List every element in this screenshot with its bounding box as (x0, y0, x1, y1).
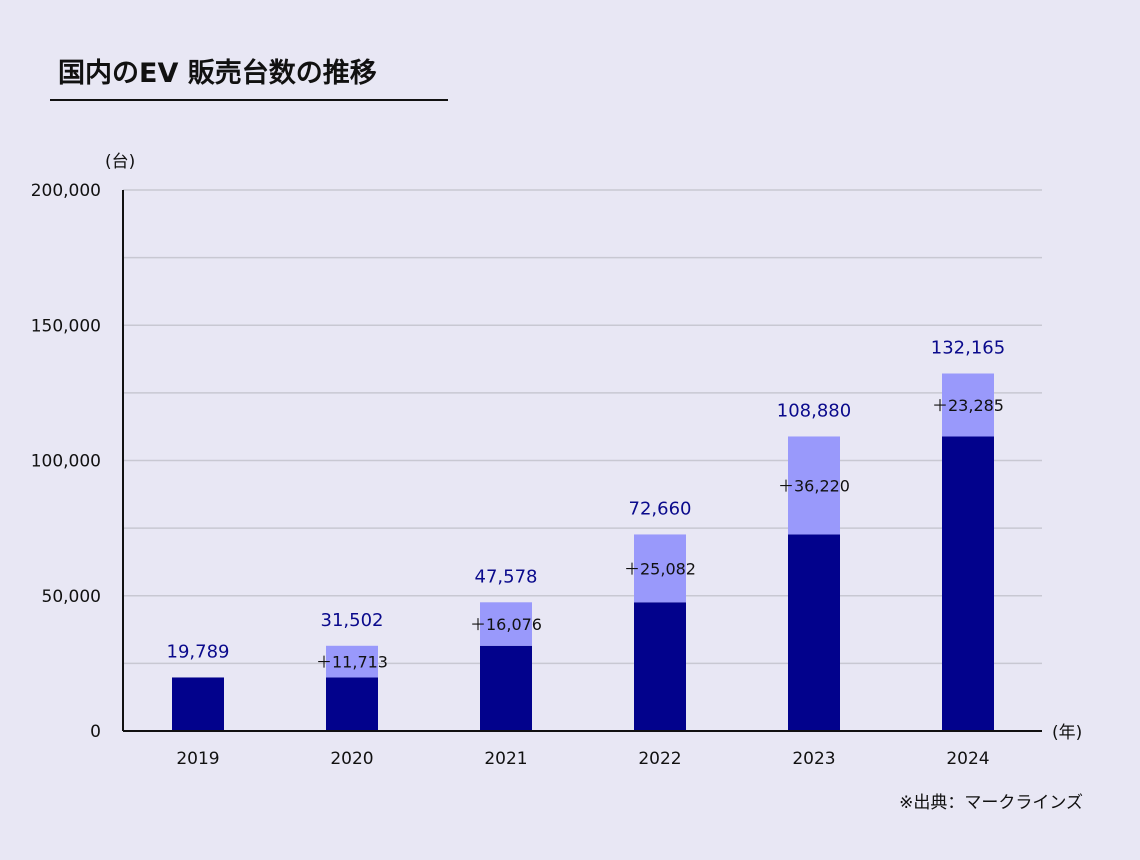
y-tick-label: 100,000 (31, 452, 101, 472)
bar-increase (480, 602, 532, 646)
increase-label: ＋36,220 (778, 476, 850, 495)
total-label: 19,789 (167, 641, 230, 662)
x-tick-label: 2021 (484, 749, 527, 769)
bar-base (942, 436, 994, 731)
source-note: ※出典：マークラインズ (899, 793, 1083, 813)
y-tick-label: 0 (90, 722, 101, 742)
y-tick-label: 150,000 (31, 316, 101, 336)
bar-base (480, 645, 532, 731)
total-label: 47,578 (475, 566, 538, 587)
grid-lines (123, 189, 1042, 665)
bar-base (634, 602, 686, 731)
bar-base (326, 677, 378, 731)
bars (172, 373, 994, 731)
bar-increase (634, 534, 686, 603)
y-tick-label: 200,000 (31, 181, 101, 201)
increase-label: ＋23,285 (932, 396, 1004, 415)
total-label: 108,880 (777, 400, 851, 421)
x-axis-unit: (年) (1052, 723, 1082, 743)
increase-label: ＋25,082 (624, 559, 696, 578)
x-tick-label: 2024 (946, 749, 989, 769)
total-label: 31,502 (321, 610, 384, 631)
bar-base (172, 677, 224, 731)
bar-increase (326, 645, 378, 678)
y-tick-label: 50,000 (42, 587, 101, 607)
increase-label: ＋11,713 (316, 653, 388, 672)
x-tick-label: 2022 (638, 749, 681, 769)
axes: 0 50,000 100,000 150,000 200,000 2019 2020 2021… (31, 181, 1042, 769)
data-labels: 19,789 ＋11,713 31,502 ＋16,076 47,578 ＋25,082 7… (167, 337, 1006, 671)
bar-increase (788, 436, 840, 535)
x-tick-label: 2023 (792, 749, 835, 769)
bar-base (788, 534, 840, 731)
increase-label: ＋16,076 (470, 615, 542, 634)
x-tick-label: 2019 (176, 749, 219, 769)
y-axis-unit: (台) (105, 152, 135, 172)
bar-increase (942, 373, 994, 437)
total-label: 132,165 (931, 337, 1005, 358)
x-tick-label: 2020 (330, 749, 373, 769)
total-label: 72,660 (629, 498, 692, 519)
chart-title: 国内のEV 販売台数の推移 (58, 57, 377, 89)
